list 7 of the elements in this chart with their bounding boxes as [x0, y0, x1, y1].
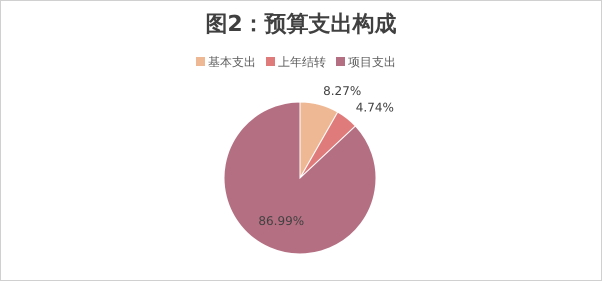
- legend-label: 基本支出: [208, 55, 256, 69]
- chart-title: 图2：预算支出构成: [205, 12, 397, 37]
- data-label: 8.27%: [323, 84, 362, 98]
- data-label: 86.99%: [258, 214, 304, 228]
- legend-label: 项目支出: [348, 55, 396, 69]
- legend-label: 上年结转: [278, 55, 326, 69]
- data-label: 4.74%: [356, 100, 394, 114]
